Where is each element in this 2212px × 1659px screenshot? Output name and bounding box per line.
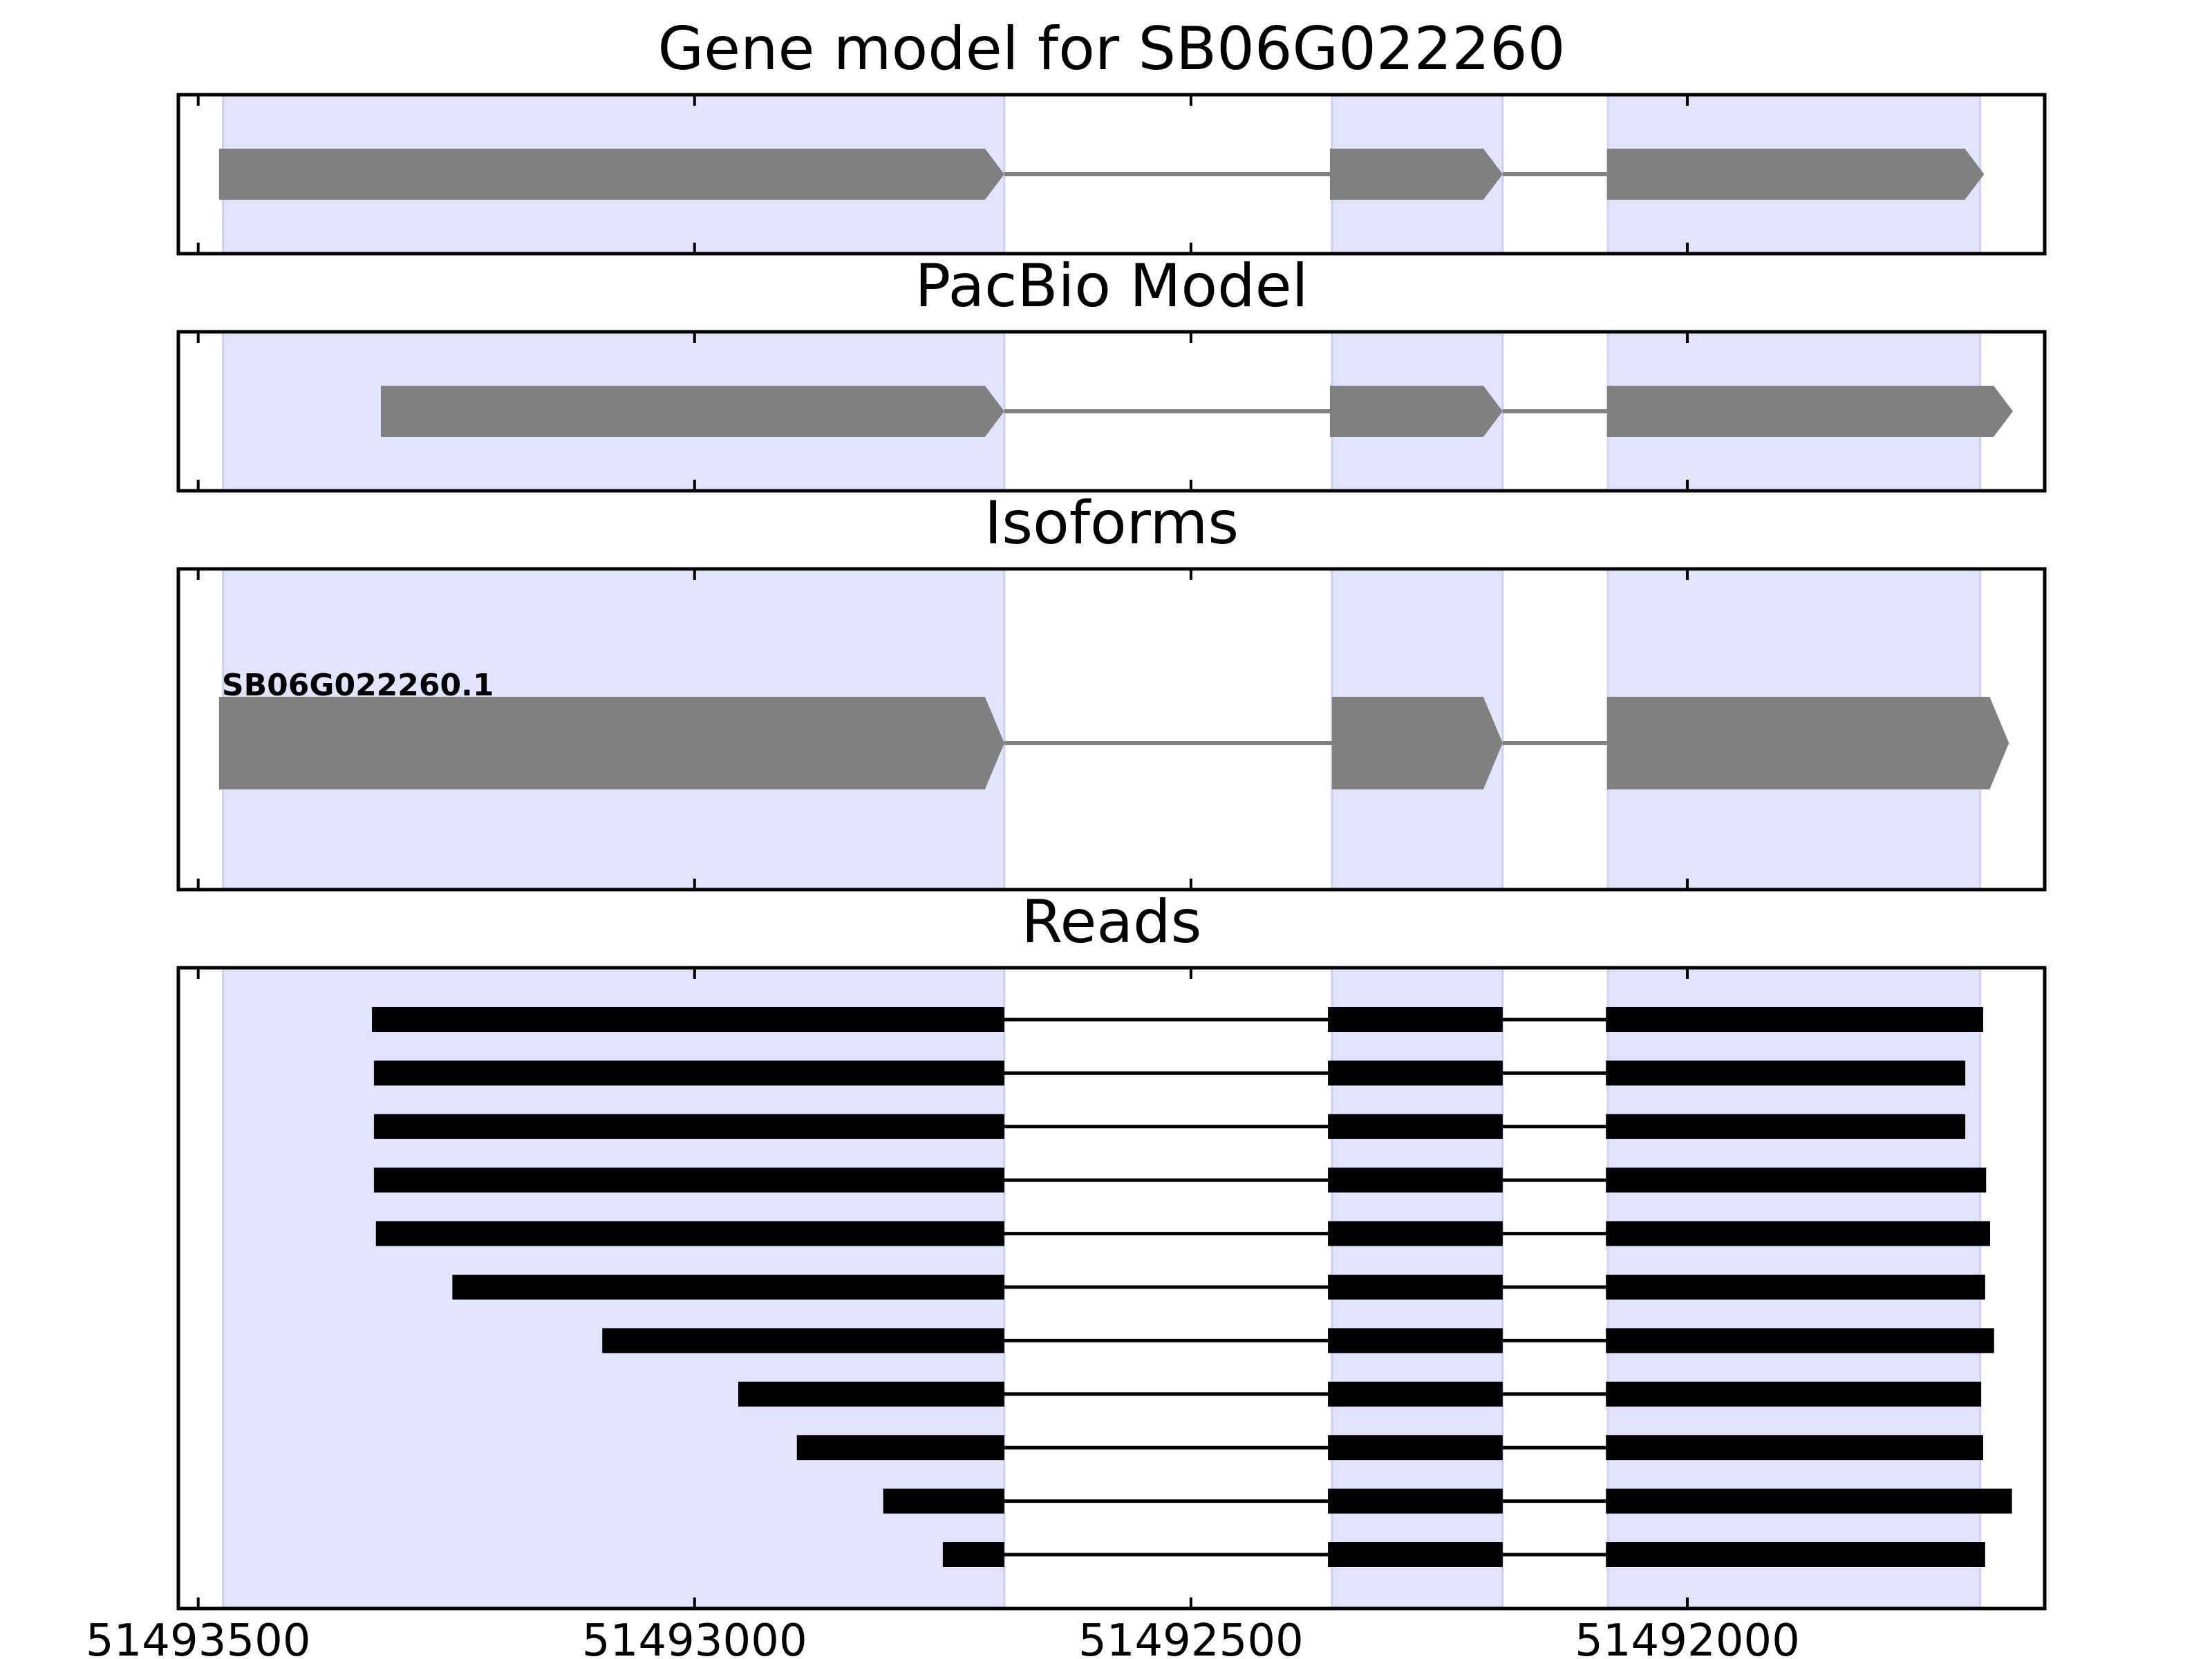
panel-gene-0: Gene model for SB06G022260 (176, 15, 2047, 256)
read-exon-block (373, 1168, 1004, 1193)
read-track (942, 1542, 1985, 1567)
read-exon-block (373, 1114, 1004, 1139)
read-track (796, 1435, 1983, 1461)
panel-reads-3: Reads (176, 888, 2047, 1611)
read-exon-block (1606, 1114, 1966, 1139)
isoform-label: SB06G022260.1 (222, 668, 494, 703)
exon-arrow (380, 386, 1004, 437)
read-track (738, 1381, 1982, 1407)
read-exon-block (1328, 1542, 1503, 1567)
panel-frame (176, 567, 2047, 892)
panel-title: PacBio Model (915, 252, 1308, 321)
gene-track (380, 386, 2014, 437)
read-exon-block (375, 1221, 1004, 1246)
exon-arrow (1331, 697, 1503, 789)
read-exon-block (372, 1007, 1004, 1032)
read-exon-block (1328, 1007, 1503, 1032)
read-exon-block (1606, 1007, 1983, 1032)
read-track (883, 1488, 2012, 1514)
read-exon-block (1606, 1168, 1987, 1193)
panel-frame (176, 93, 2047, 256)
read-exon-block (1606, 1542, 1985, 1567)
gene-track (218, 149, 1985, 200)
read-track (602, 1328, 1994, 1353)
read-track (375, 1221, 1991, 1246)
gene-track: SB06G022260.1 (218, 668, 2009, 789)
read-exon-block (1328, 1275, 1503, 1300)
read-exon-block (1606, 1488, 2012, 1514)
panel-frame (176, 330, 2047, 493)
read-track (372, 1007, 1983, 1032)
read-exon-block (738, 1381, 1004, 1407)
exon-arrow (1606, 149, 1985, 200)
read-exon-block (1328, 1435, 1503, 1461)
exon-arrow (1329, 149, 1503, 200)
x-tick-label: 51493000 (582, 1615, 807, 1659)
read-track (373, 1168, 1987, 1193)
read-exon-block (1606, 1221, 1991, 1246)
read-exon-block (373, 1060, 1004, 1086)
read-exon-block (1328, 1381, 1503, 1407)
panel-title: Gene model for SB06G022260 (658, 15, 1566, 84)
read-exon-block (1606, 1275, 1985, 1300)
panel-frame (176, 966, 2047, 1611)
read-exon-block (883, 1488, 1004, 1514)
x-tick-label: 51492000 (1575, 1615, 1800, 1659)
read-exon-block (1328, 1221, 1503, 1246)
read-exon-block (1328, 1488, 1503, 1514)
read-exon-block (1328, 1168, 1503, 1193)
exon-arrow (218, 697, 1004, 789)
exon-arrow (1606, 697, 2009, 789)
panel-title: Reads (1022, 888, 1202, 957)
x-tick-label: 51492500 (1078, 1615, 1304, 1659)
panel-title: Isoforms (984, 489, 1239, 558)
read-exon-block (942, 1542, 1004, 1567)
panel-isoform-2: Isoforms SB06G022260.1 (176, 489, 2047, 892)
read-exon-block (1328, 1060, 1503, 1086)
read-exon-block (796, 1435, 1004, 1461)
read-exon-block (1328, 1328, 1503, 1353)
read-exon-block (1606, 1328, 1994, 1353)
read-exon-block (1606, 1381, 1982, 1407)
exon-arrow (1329, 386, 1503, 437)
read-exon-block (452, 1275, 1004, 1300)
read-track (452, 1275, 1985, 1300)
exon-arrow (1606, 386, 2014, 437)
read-exon-block (602, 1328, 1004, 1353)
read-exon-block (1606, 1435, 1983, 1461)
read-exon-block (1328, 1114, 1503, 1139)
x-tick-label: 51493500 (86, 1615, 311, 1659)
exon-arrow (218, 149, 1004, 200)
read-track (373, 1060, 1966, 1086)
panel-gene-1: PacBio Model (176, 252, 2047, 493)
read-track (373, 1114, 1966, 1139)
x-axis-tick-labels: 51493500 51493000 51492500 51492000 (86, 1615, 1800, 1659)
read-exon-block (1606, 1060, 1966, 1086)
